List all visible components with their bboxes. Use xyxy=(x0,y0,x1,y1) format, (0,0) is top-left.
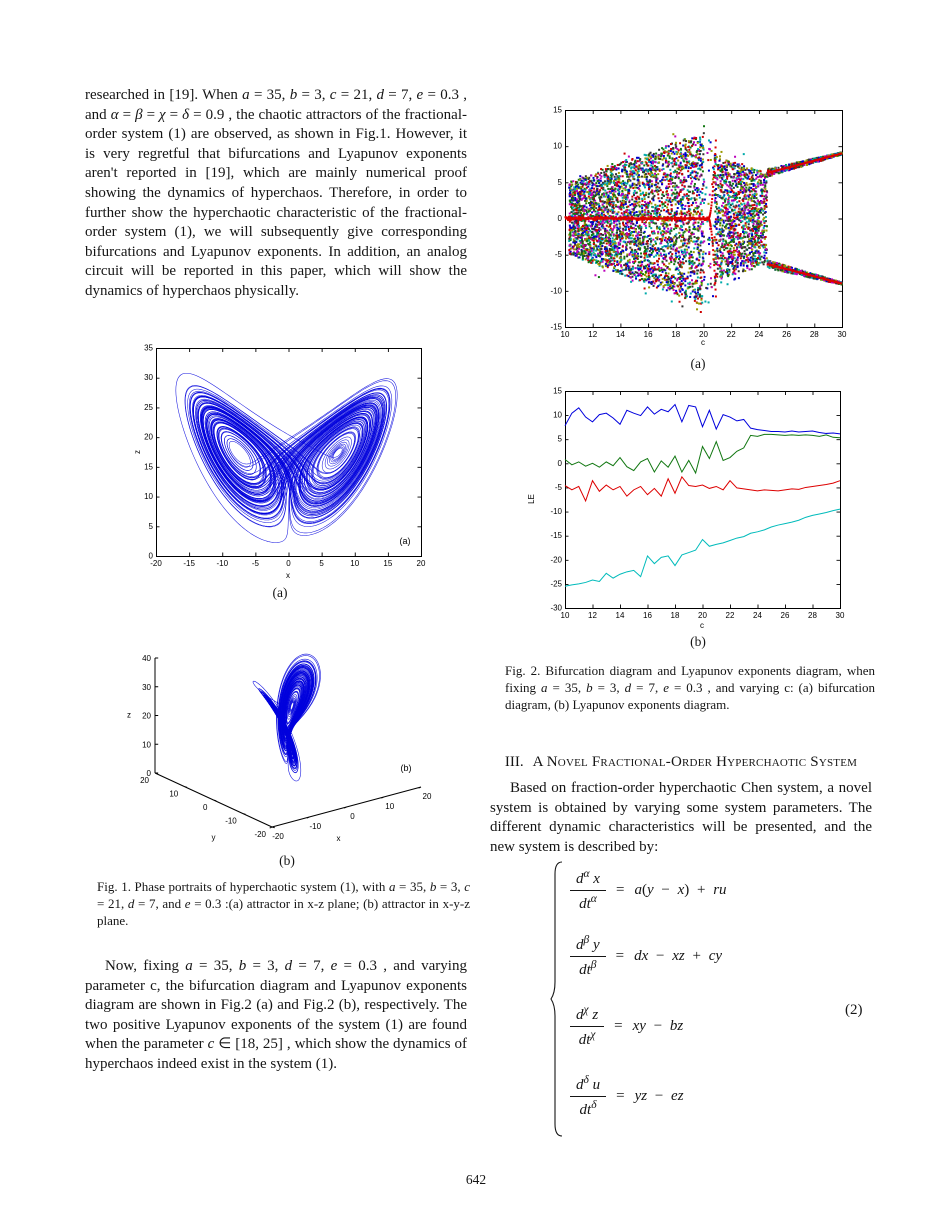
fig2b-lyapunov-exponents-canvas xyxy=(520,378,850,640)
equation-row-x: dα x dtα = a(y − x) + ru xyxy=(570,862,727,918)
equation-row-u: dδ u dtδ = yz − ez xyxy=(570,1068,684,1124)
bifurcation-paragraph: Now, fixing a = 35, b = 3, d = 7, e = 0.… xyxy=(85,958,467,1072)
fig2a-sublabel: (a) xyxy=(690,356,706,371)
section-number: III. xyxy=(504,754,524,770)
fig1a-phase-portrait-xz-canvas xyxy=(128,338,432,590)
fig1b-sublabel: (b) xyxy=(279,853,295,868)
section-heading: III. A Novel Fractional-Order Hyperchaoti… xyxy=(490,754,872,771)
fig2-caption: Fig. 2. Bifurcation diagram and Lyapunov… xyxy=(505,663,875,712)
equation-number: (2) xyxy=(845,1002,863,1018)
equation-row-z: dχ z dtχ = xy − bz xyxy=(570,998,683,1054)
intro-paragraph: researched in [19]. When a = 35, b = 3, … xyxy=(85,87,467,299)
fig2a-bifurcation-diagram-canvas xyxy=(520,96,850,356)
equation-2-block: dα x dtα = a(y − x) + ru dβ y dtβ = dx − xz + c… xyxy=(548,858,878,1142)
fig1b-phase-portrait-xyz-canvas xyxy=(95,648,440,848)
fig1-caption: Fig. 1. Phase portraits of hyperchaotic … xyxy=(97,879,470,928)
equation-left-brace xyxy=(550,861,563,1137)
novel-system-paragraph: Based on fraction-order hyperchaotic Che… xyxy=(490,780,872,855)
page-number: 642 xyxy=(465,1172,487,1187)
equation-row-y: dβ y dtβ = dx − xz + cy xyxy=(570,928,722,984)
section-title: A Novel Fractional-Order Hyperchaotic Sy… xyxy=(532,754,858,770)
fig2b-sublabel: (b) xyxy=(690,634,706,649)
fig1a-sublabel: (a) xyxy=(272,585,288,600)
